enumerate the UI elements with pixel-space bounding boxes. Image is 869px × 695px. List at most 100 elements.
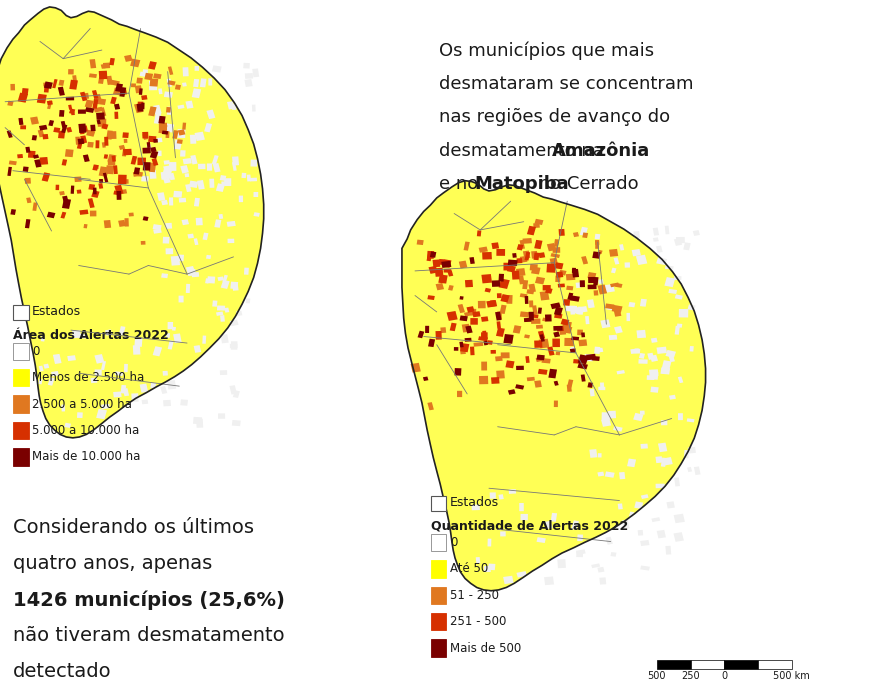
FancyBboxPatch shape bbox=[153, 139, 158, 142]
FancyBboxPatch shape bbox=[114, 104, 120, 110]
FancyBboxPatch shape bbox=[427, 402, 434, 410]
FancyBboxPatch shape bbox=[190, 155, 197, 165]
FancyBboxPatch shape bbox=[158, 116, 165, 124]
Text: desmatamento na: desmatamento na bbox=[439, 142, 609, 160]
FancyBboxPatch shape bbox=[212, 65, 222, 72]
FancyBboxPatch shape bbox=[614, 283, 622, 288]
FancyBboxPatch shape bbox=[547, 369, 556, 378]
FancyBboxPatch shape bbox=[90, 59, 96, 68]
Text: Estados: Estados bbox=[32, 305, 81, 318]
FancyBboxPatch shape bbox=[576, 329, 582, 335]
FancyBboxPatch shape bbox=[634, 348, 640, 354]
FancyBboxPatch shape bbox=[189, 181, 198, 188]
FancyBboxPatch shape bbox=[526, 289, 534, 294]
Text: 2.500 a 5.000 ha: 2.500 a 5.000 ha bbox=[32, 398, 132, 411]
FancyBboxPatch shape bbox=[565, 305, 574, 311]
FancyBboxPatch shape bbox=[448, 285, 453, 291]
FancyBboxPatch shape bbox=[245, 298, 250, 303]
FancyBboxPatch shape bbox=[196, 180, 204, 190]
FancyBboxPatch shape bbox=[463, 311, 473, 316]
FancyBboxPatch shape bbox=[212, 300, 217, 306]
FancyBboxPatch shape bbox=[209, 179, 214, 188]
FancyBboxPatch shape bbox=[212, 163, 220, 172]
FancyBboxPatch shape bbox=[638, 359, 647, 363]
FancyBboxPatch shape bbox=[158, 124, 167, 134]
FancyBboxPatch shape bbox=[17, 92, 28, 103]
Polygon shape bbox=[401, 181, 705, 591]
FancyBboxPatch shape bbox=[554, 400, 557, 407]
FancyBboxPatch shape bbox=[134, 338, 143, 347]
FancyBboxPatch shape bbox=[473, 342, 482, 347]
FancyBboxPatch shape bbox=[537, 307, 541, 314]
FancyBboxPatch shape bbox=[90, 211, 96, 216]
Bar bbox=[13, 395, 29, 413]
FancyBboxPatch shape bbox=[62, 404, 65, 411]
FancyBboxPatch shape bbox=[230, 341, 237, 350]
FancyBboxPatch shape bbox=[70, 80, 78, 90]
FancyBboxPatch shape bbox=[110, 97, 116, 104]
Text: Até 50: Até 50 bbox=[449, 562, 488, 575]
FancyBboxPatch shape bbox=[154, 116, 163, 124]
FancyBboxPatch shape bbox=[108, 159, 115, 165]
FancyBboxPatch shape bbox=[38, 366, 43, 372]
FancyBboxPatch shape bbox=[692, 230, 700, 236]
FancyBboxPatch shape bbox=[176, 139, 182, 144]
FancyBboxPatch shape bbox=[536, 537, 545, 543]
FancyBboxPatch shape bbox=[575, 549, 585, 555]
FancyBboxPatch shape bbox=[432, 259, 440, 268]
Text: e no: e no bbox=[439, 175, 484, 193]
FancyBboxPatch shape bbox=[167, 80, 176, 85]
FancyBboxPatch shape bbox=[573, 232, 579, 237]
FancyBboxPatch shape bbox=[221, 334, 229, 343]
FancyBboxPatch shape bbox=[593, 291, 598, 295]
FancyBboxPatch shape bbox=[83, 224, 88, 229]
FancyBboxPatch shape bbox=[195, 66, 199, 71]
FancyBboxPatch shape bbox=[173, 334, 182, 343]
FancyBboxPatch shape bbox=[553, 326, 562, 331]
FancyBboxPatch shape bbox=[650, 338, 657, 343]
FancyBboxPatch shape bbox=[538, 252, 545, 258]
FancyBboxPatch shape bbox=[552, 247, 560, 253]
FancyBboxPatch shape bbox=[674, 295, 682, 300]
FancyBboxPatch shape bbox=[486, 300, 496, 308]
FancyBboxPatch shape bbox=[163, 91, 173, 98]
FancyBboxPatch shape bbox=[96, 409, 107, 419]
FancyBboxPatch shape bbox=[673, 532, 683, 542]
FancyBboxPatch shape bbox=[454, 368, 461, 375]
Text: 251 - 500: 251 - 500 bbox=[449, 615, 506, 628]
FancyBboxPatch shape bbox=[496, 293, 501, 298]
FancyBboxPatch shape bbox=[163, 400, 171, 407]
FancyBboxPatch shape bbox=[48, 377, 55, 386]
FancyBboxPatch shape bbox=[640, 566, 649, 571]
FancyBboxPatch shape bbox=[98, 166, 109, 177]
FancyBboxPatch shape bbox=[89, 184, 95, 190]
FancyBboxPatch shape bbox=[120, 89, 127, 95]
FancyBboxPatch shape bbox=[229, 385, 236, 395]
FancyBboxPatch shape bbox=[33, 154, 39, 158]
FancyBboxPatch shape bbox=[470, 309, 475, 316]
FancyBboxPatch shape bbox=[30, 117, 39, 124]
FancyBboxPatch shape bbox=[438, 259, 444, 265]
FancyBboxPatch shape bbox=[665, 546, 671, 555]
FancyBboxPatch shape bbox=[587, 284, 596, 289]
FancyBboxPatch shape bbox=[161, 172, 166, 180]
FancyBboxPatch shape bbox=[506, 295, 512, 304]
FancyBboxPatch shape bbox=[72, 75, 77, 83]
FancyBboxPatch shape bbox=[124, 55, 132, 62]
FancyBboxPatch shape bbox=[575, 282, 580, 288]
FancyBboxPatch shape bbox=[600, 418, 610, 427]
FancyBboxPatch shape bbox=[530, 267, 540, 275]
FancyBboxPatch shape bbox=[539, 291, 549, 300]
FancyBboxPatch shape bbox=[229, 344, 237, 348]
FancyBboxPatch shape bbox=[682, 243, 690, 250]
FancyBboxPatch shape bbox=[469, 257, 474, 264]
FancyBboxPatch shape bbox=[71, 111, 75, 115]
FancyBboxPatch shape bbox=[488, 564, 494, 570]
Bar bbox=[757, 660, 791, 669]
FancyBboxPatch shape bbox=[20, 125, 26, 129]
FancyBboxPatch shape bbox=[529, 264, 537, 271]
FancyBboxPatch shape bbox=[142, 132, 149, 138]
FancyBboxPatch shape bbox=[619, 244, 623, 250]
FancyBboxPatch shape bbox=[182, 219, 189, 225]
FancyBboxPatch shape bbox=[554, 262, 563, 270]
